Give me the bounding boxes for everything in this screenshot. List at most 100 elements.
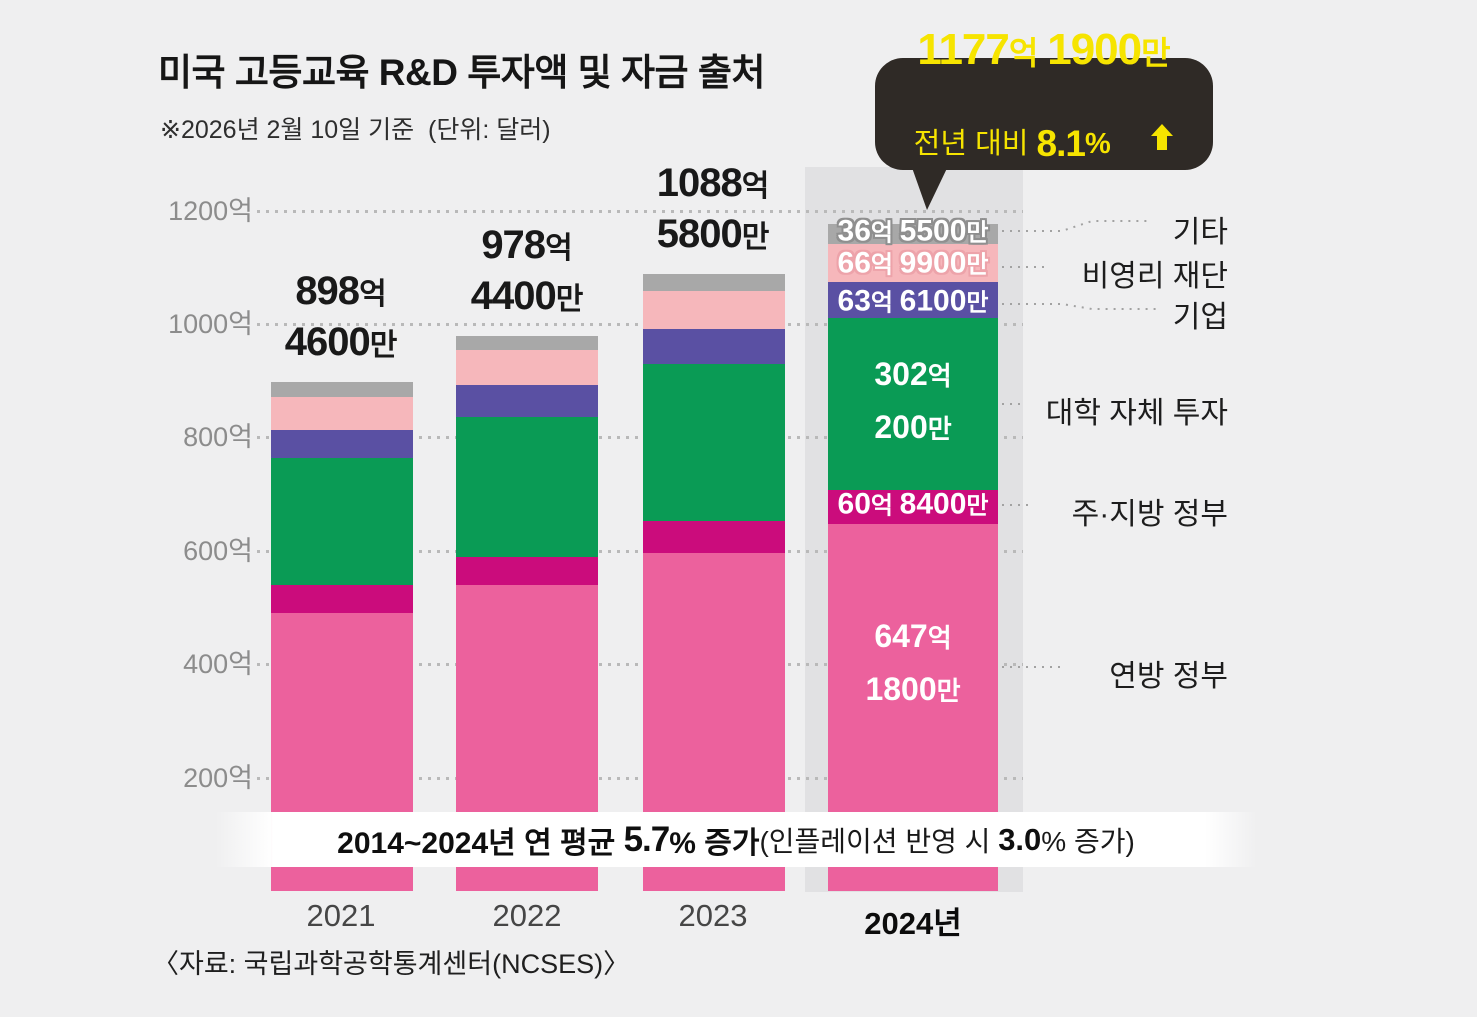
legend-label-federal: 연방 정부 [1109, 660, 1228, 693]
x-axis-label-2022: 2022 [492, 898, 562, 933]
segment-value-line: 60억 8400만 [838, 488, 989, 525]
label-text: 4600 [284, 319, 371, 364]
segment-value-label-institution: 302억 200만 [874, 351, 951, 457]
callout-yoy-value: 8.1 [1036, 123, 1086, 164]
bar-segment-nonprofit-2022 [456, 350, 598, 386]
segment-value-label-business: 63억 6100만 [837, 284, 989, 323]
label-text: 5500 [899, 214, 967, 248]
gridline-800 [257, 436, 1023, 440]
label-text: 1177 [917, 24, 1009, 74]
segment-value-line: 1800만 [865, 666, 960, 719]
label-text: 5800 [656, 211, 743, 256]
legend-label-state: 주·지방 정부 [1071, 498, 1228, 531]
bar-total-line: 4400만 [471, 275, 584, 326]
label-text: 36 [837, 214, 871, 248]
banner-text-part: (인플레이션 반영 시 [759, 825, 999, 857]
label-text: 억 [870, 251, 900, 279]
callout-tail [910, 162, 950, 210]
label-text: 억 [927, 622, 952, 653]
bar-segment-business-2021 [271, 429, 413, 458]
gridline-600 [257, 549, 1023, 553]
chart-title: 미국 고등교육 R&D 투자액 및 자금 출처 [158, 52, 765, 93]
banner-text-part: % 증가) [1041, 825, 1135, 857]
banner-text-part: 5.7 [623, 819, 671, 859]
segment-value-line: 302억 [874, 351, 951, 404]
segment-value-label-federal: 647억 1800만 [865, 613, 960, 719]
legend-label-institution: 대학 자체 투자 [1045, 397, 1228, 430]
label-text: 만 [966, 251, 989, 279]
callout-yoy-prefix: 전년 대비 [913, 128, 1037, 160]
y-axis-tick-label: 1000억 [168, 309, 253, 339]
label-text: 억 [927, 360, 952, 391]
label-text: 만 [966, 219, 989, 247]
label-text: 8400 [899, 487, 967, 521]
y-axis-tick-label: 600억 [183, 535, 253, 566]
label-text: 만 [741, 220, 770, 254]
bar-segment-business-2024년 [828, 282, 998, 319]
segment-value-line: 36억 5500만 [838, 215, 989, 252]
label-text: 억 [359, 277, 387, 311]
bar-segment-state-2024년 [828, 489, 998, 525]
label-text: 1088 [656, 160, 743, 205]
bar-segment-other-2023 [643, 273, 785, 291]
bar-segment-nonprofit-2023 [643, 290, 785, 330]
bar-segment-other-2024년 [828, 223, 998, 245]
bar-segment-institution-2022 [456, 417, 598, 557]
label-text: 4400 [470, 274, 557, 319]
bar-segment-state-2023 [643, 520, 785, 553]
segment-value-line: 66억 9900만 [837, 246, 989, 285]
bar-segment-other-2022 [456, 336, 598, 351]
label-text: 60 [837, 487, 871, 521]
label-text: 억 [870, 289, 900, 317]
label-text: 억 [1008, 34, 1048, 71]
callout-yoy-change: 전년 대비 8.1 % [914, 85, 1175, 204]
callout-bubble: 1177억 1900만 전년 대비 8.1 % [875, 25, 1213, 170]
label-text: 만 [555, 283, 584, 317]
bar-total-label-2021: 898억 4600만 [284, 268, 398, 372]
callout-yoy-percent-sign: % [1084, 128, 1111, 160]
y-axis-tick-label: 200억 [183, 762, 253, 793]
bar-total-label-2022: 978억 4400만 [471, 224, 584, 326]
label-text: 만 [966, 492, 989, 520]
label-text: 만 [369, 328, 398, 362]
bar-segment-institution-2021 [271, 457, 413, 586]
source-note: 〈자료: 국립과학공학통계센터(NCSES)〉 [152, 949, 631, 979]
y-axis-tick-label: 1200억 [168, 195, 253, 226]
gridline-1200 [257, 209, 1023, 213]
gridline-200 [257, 776, 1023, 780]
segment-value-line: 200만 [874, 404, 951, 457]
bar-total-line: 898억 [285, 268, 398, 321]
label-text: 억 [545, 232, 573, 266]
bar-segment-state-2021 [271, 585, 413, 614]
segment-value-label-state: 60억 8400만 [838, 488, 989, 525]
label-text: 898 [295, 268, 360, 313]
legend-label-other: 기타 [1172, 216, 1228, 249]
label-text: 66 [837, 246, 871, 280]
segment-value-label-nonprofit: 66억 9900만 [837, 246, 989, 285]
bar-segment-other-2021 [271, 381, 413, 397]
label-text: 1800 [865, 670, 937, 707]
label-text: 200 [874, 408, 928, 445]
label-text: 647 [874, 617, 928, 654]
legend-label-business: 기업 [1172, 301, 1228, 334]
label-text: 억 [741, 169, 770, 203]
banner-text-part: 3.0 [998, 821, 1042, 857]
x-axis-label-2024년: 2024년 [864, 906, 962, 941]
bar-total-label-2023: 1088억 5800만 [656, 160, 770, 264]
x-axis-label-2023: 2023 [678, 898, 748, 933]
y-axis-tick-label: 800억 [183, 422, 253, 453]
label-text: 978 [481, 223, 546, 268]
bar-total-line: 5800만 [656, 211, 770, 264]
label-text: 6100 [899, 284, 967, 318]
growth-banner: 2014~2024년 연 평균 5.7% 증가 (인플레이션 반영 시 3.0% … [215, 812, 1257, 867]
label-text: 63 [837, 284, 871, 318]
gridline-1000 [257, 323, 1023, 326]
label-text: 9900 [899, 246, 967, 280]
bar-segment-state-2022 [456, 556, 598, 585]
segment-value-line: 647억 [865, 613, 960, 666]
bar-total-line: 978억 [471, 224, 584, 275]
banner-text-part: % 증가 [669, 826, 760, 860]
label-text: 만 [936, 675, 961, 706]
label-text: 만 [1141, 34, 1171, 71]
